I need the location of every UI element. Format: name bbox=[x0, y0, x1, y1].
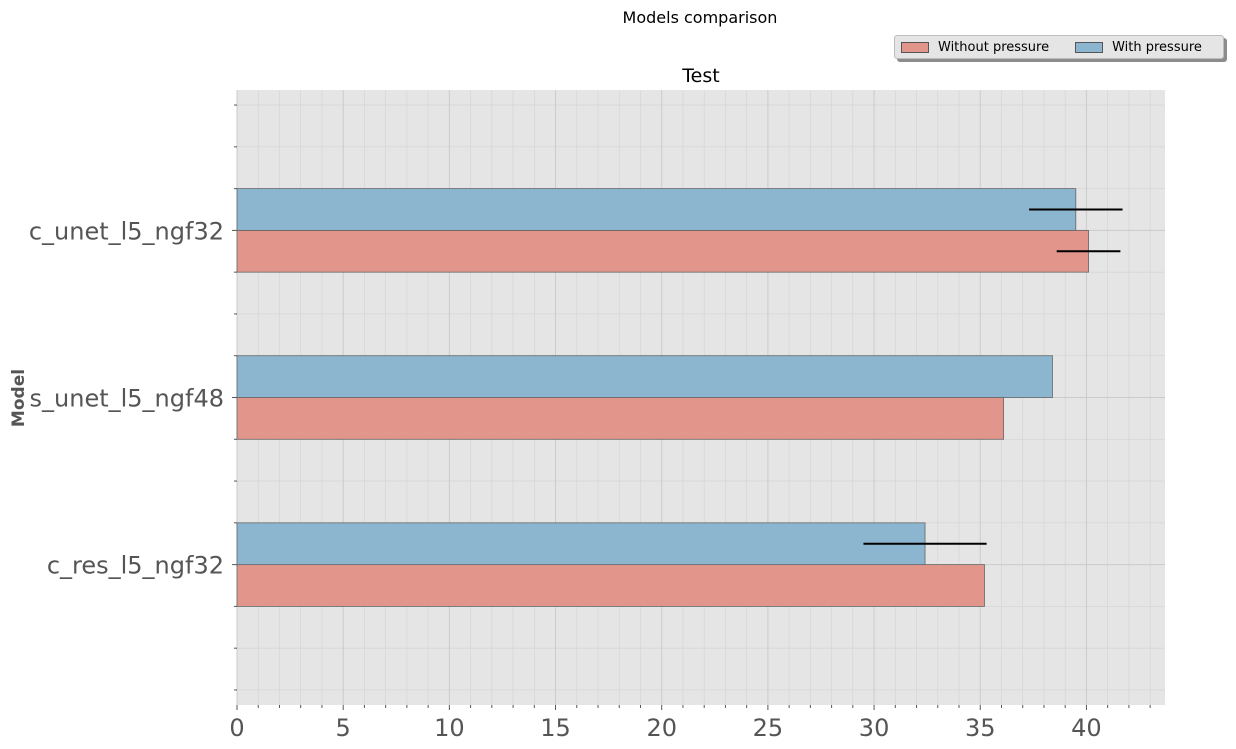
legend-item-without-pressure: Without pressure bbox=[901, 40, 1049, 55]
bar bbox=[236, 188, 1077, 231]
y-axis-label: Model bbox=[9, 369, 29, 427]
chart-title: Test bbox=[681, 65, 719, 87]
bar bbox=[236, 522, 926, 566]
legend-swatch-without-pressure bbox=[901, 41, 929, 53]
legend-item-with-pressure: With pressure bbox=[1075, 40, 1202, 55]
bars bbox=[236, 188, 1089, 607]
y-tick-label: c_unet_l5_ngf32 bbox=[29, 217, 224, 245]
figure-suptitle: Models comparison bbox=[622, 8, 778, 27]
y-tick-label: c_res_l5_ngf32 bbox=[47, 552, 224, 580]
bar bbox=[236, 564, 985, 607]
error-bars bbox=[863, 208, 1123, 545]
y-tick-label: s_unet_l5_ngf48 bbox=[30, 385, 224, 413]
axis-ticks bbox=[232, 104, 1151, 710]
legend-label-with-pressure: With pressure bbox=[1112, 39, 1202, 55]
x-tick-label: 20 bbox=[646, 714, 677, 742]
x-tick-label: 10 bbox=[434, 714, 465, 742]
bar bbox=[236, 397, 1005, 440]
x-tick-label: 35 bbox=[965, 714, 996, 742]
legend: Without pressure With pressure bbox=[894, 35, 1224, 59]
x-tick-label: 30 bbox=[859, 714, 890, 742]
legend-label-without-pressure: Without pressure bbox=[938, 39, 1050, 55]
x-tick-label: 15 bbox=[540, 714, 571, 742]
x-tick-label: 25 bbox=[753, 714, 784, 742]
x-tick-label: 5 bbox=[336, 714, 351, 742]
legend-swatch-with-pressure bbox=[1075, 41, 1104, 53]
x-tick-label: 40 bbox=[1071, 714, 1102, 742]
bar bbox=[236, 355, 1053, 398]
bar bbox=[236, 229, 1089, 273]
x-tick-label: 0 bbox=[229, 714, 244, 742]
axis-labels: 0 5 10 15 20 25 30 35 40 c_unet_l5_ngf32 s_unet_l5… bbox=[29, 217, 1102, 742]
